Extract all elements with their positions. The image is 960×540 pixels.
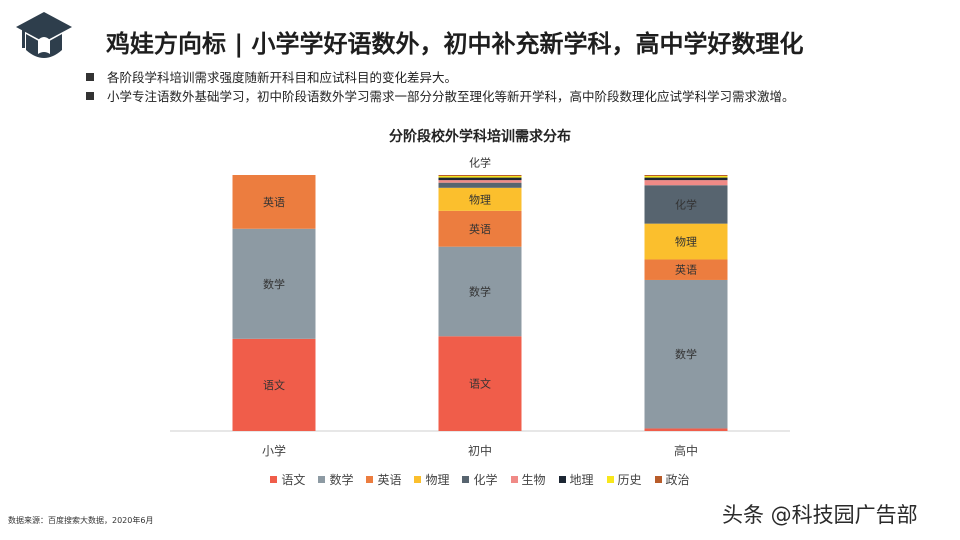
bar-segment xyxy=(644,175,728,177)
legend-swatch xyxy=(414,476,422,483)
segment-label: 物理 xyxy=(469,192,491,206)
bar-segment xyxy=(438,210,522,247)
segment-label: 语文 xyxy=(263,378,285,392)
bar-segment xyxy=(644,428,728,431)
legend-swatch xyxy=(366,476,374,483)
bar-segment xyxy=(438,336,522,431)
legend-swatch xyxy=(558,476,566,483)
bullet-item: 各阶段学科培训需求强度随新开科目和应试科目的变化差异大。 xyxy=(86,68,795,87)
legend-label: 数学 xyxy=(329,473,354,487)
legend-label: 物理 xyxy=(425,473,450,487)
segment-label: 语文 xyxy=(469,377,491,391)
bullet-text: 各阶段学科培训需求强度随新开科目和应试科目的变化差异大。 xyxy=(107,70,458,85)
bar-segment xyxy=(438,175,522,177)
segment-label: 数学 xyxy=(263,277,285,291)
segment-label: 英语 xyxy=(469,222,491,236)
bullet-square-icon xyxy=(86,73,94,81)
legend-label: 语文 xyxy=(281,473,306,487)
legend-label: 生物 xyxy=(521,473,546,487)
legend-label: 历史 xyxy=(617,473,642,487)
bullet-square-icon xyxy=(86,92,94,100)
chart-legend: 语文 数学 英语 物理 化学 生物 地理 历史 政治 xyxy=(0,471,960,488)
bullet-text: 小学专注语数外基础学习，初中阶段语数外学习需求一部分分散至理化等新开学科，高中阶… xyxy=(107,89,795,104)
legend-item: 地理 xyxy=(558,471,594,488)
page-title: 鸡娃方向标 | 小学学好语数外，初中补充新学科，高中学好数理化 xyxy=(106,30,804,58)
legend-item: 政治 xyxy=(654,471,690,488)
legend-swatch xyxy=(318,476,326,483)
x-tick-label: 小学 xyxy=(262,443,286,458)
bar-segment xyxy=(438,187,522,211)
bar-segment xyxy=(644,176,728,178)
data-source-note: 数据来源：百度搜索大数据，2020年6月 xyxy=(8,516,154,525)
bar-segment xyxy=(644,223,728,260)
watermark-text: 头条 @科技园广告部 xyxy=(722,503,918,527)
legend-item: 语文 xyxy=(270,471,305,488)
legend-swatch xyxy=(510,476,518,483)
legend-label: 英语 xyxy=(377,473,402,487)
bar-segment xyxy=(644,279,728,429)
legend-label: 政治 xyxy=(665,473,690,487)
bar-segment xyxy=(232,338,316,431)
legend-item: 物理 xyxy=(414,471,449,488)
segment-label: 物理 xyxy=(675,235,697,249)
bar-segment xyxy=(438,177,522,181)
segment-label: 英语 xyxy=(675,263,697,277)
legend-label: 地理 xyxy=(569,473,594,487)
legend-item: 历史 xyxy=(606,471,642,488)
bar-segment xyxy=(644,259,728,280)
bar-segment xyxy=(438,182,522,188)
x-tick-label: 高中 xyxy=(674,443,698,458)
legend-swatch xyxy=(270,476,278,483)
bullet-list: 各阶段学科培训需求强度随新开科目和应试科目的变化差异大。 小学专注语数外基础学习… xyxy=(86,68,795,106)
legend-item: 英语 xyxy=(366,471,401,488)
segment-label: 化学 xyxy=(469,156,491,170)
segment-label: 数学 xyxy=(469,284,491,298)
legend-item: 化学 xyxy=(462,471,498,488)
legend-swatch xyxy=(606,476,614,483)
legend-item: 生物 xyxy=(510,471,546,488)
bar-segment xyxy=(644,177,728,181)
bar-segment xyxy=(232,175,316,229)
legend-item: 数学 xyxy=(318,471,353,488)
bar-segment xyxy=(438,246,522,337)
legend-label: 化学 xyxy=(473,473,498,487)
bar-segment xyxy=(438,176,522,178)
chart-title: 分阶段校外学科培训需求分布 xyxy=(389,129,571,145)
segment-label: 数学 xyxy=(675,347,697,361)
segment-label: 英语 xyxy=(263,195,285,209)
legend-swatch xyxy=(654,476,662,483)
bar-segment xyxy=(232,228,316,339)
bar-segment xyxy=(438,180,522,183)
x-tick-label: 初中 xyxy=(468,443,492,458)
legend-swatch xyxy=(462,476,470,483)
bar-segment xyxy=(644,180,728,186)
segment-label: 化学 xyxy=(675,197,697,211)
graduation-cap-icon xyxy=(16,12,72,58)
bullet-item: 小学专注语数外基础学习，初中阶段语数外学习需求一部分分散至理化等新开学科，高中阶… xyxy=(86,87,795,106)
bar-segment xyxy=(644,185,728,224)
